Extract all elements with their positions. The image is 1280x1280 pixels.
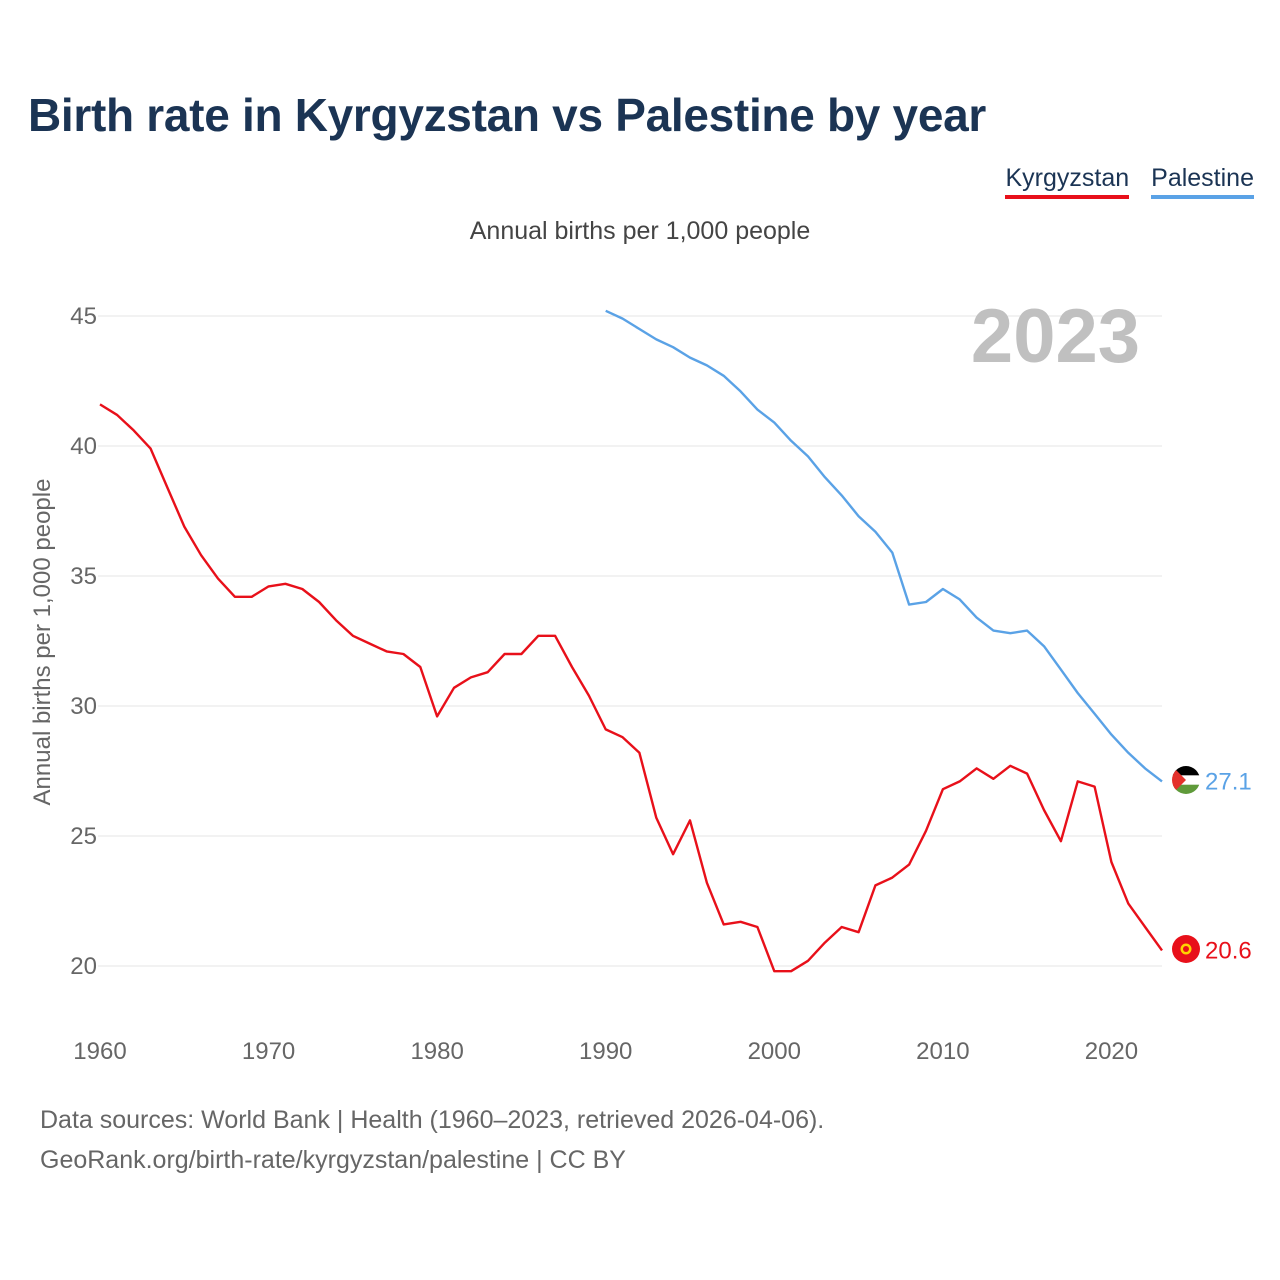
y-tick-label: 45 bbox=[70, 303, 97, 330]
palestine-flag-icon bbox=[1172, 766, 1200, 794]
y-tick-label: 35 bbox=[70, 563, 97, 590]
chart-subtitle: Annual births per 1,000 people bbox=[469, 217, 811, 245]
y-axis-ticks: 20 25 30 35 40 45 bbox=[70, 303, 97, 980]
series-line-kyrgyzstan[interactable] bbox=[99, 403, 1163, 973]
kyrgyzstan-flag-icon bbox=[1172, 935, 1200, 963]
x-tick-label: 2020 bbox=[1085, 1038, 1138, 1065]
end-label-kyrgyzstan: 20.6 bbox=[1205, 937, 1252, 964]
series-lines bbox=[99, 309, 1163, 973]
x-tick-label: 1980 bbox=[410, 1038, 463, 1065]
line-chart: 20 25 30 35 40 45 1960 1970 1980 1990 2000 2010 202… bbox=[29, 294, 1252, 1065]
legend-item-kyrgyzstan[interactable]: Kyrgyzstan bbox=[1005, 164, 1130, 199]
series-line-palestine[interactable] bbox=[605, 309, 1163, 783]
current-year-label: 2023 bbox=[971, 294, 1140, 379]
y-tick-label: 40 bbox=[70, 433, 97, 460]
x-tick-label: 1960 bbox=[73, 1038, 126, 1065]
x-tick-label: 1990 bbox=[579, 1038, 632, 1065]
y-axis-label: Annual births per 1,000 people bbox=[29, 479, 56, 806]
y-tick-label: 20 bbox=[70, 953, 97, 980]
x-axis-ticks: 1960 1970 1980 1990 2000 2010 2020 bbox=[73, 1038, 1138, 1065]
gridlines bbox=[98, 315, 1162, 967]
x-tick-label: 2000 bbox=[748, 1038, 801, 1065]
y-tick-label: 30 bbox=[70, 693, 97, 720]
x-tick-label: 1970 bbox=[242, 1038, 295, 1065]
end-label-palestine: 27.1 bbox=[1205, 768, 1252, 795]
legend-item-palestine[interactable]: Palestine bbox=[1151, 164, 1254, 199]
chart-title: Birth rate in Kyrgyzstan vs Palestine by… bbox=[28, 89, 987, 141]
end-labels: 20.6 27.1 bbox=[1205, 768, 1252, 964]
legend: Kyrgyzstan Palestine bbox=[1005, 164, 1254, 199]
y-tick-label: 25 bbox=[70, 823, 97, 850]
x-tick-label: 2010 bbox=[916, 1038, 969, 1065]
footer-sources: Data sources: World Bank | Health (1960–… bbox=[40, 1106, 825, 1134]
footer-attribution: GeoRank.org/birth-rate/kyrgyzstan/palest… bbox=[40, 1146, 626, 1174]
